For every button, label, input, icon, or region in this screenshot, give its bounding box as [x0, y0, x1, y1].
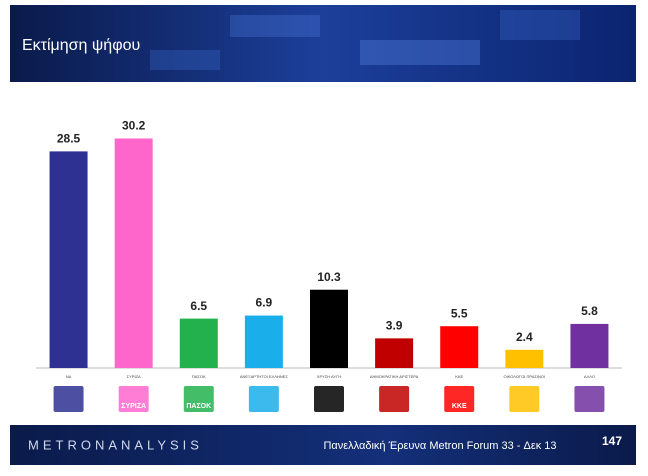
- x-tick-label: ΑΛΛΟ: [584, 374, 595, 379]
- value-label: 2.4: [516, 330, 533, 344]
- value-label: 3.9: [386, 319, 403, 333]
- party-logo: [379, 386, 410, 412]
- bar: [505, 349, 544, 368]
- bar: [570, 323, 609, 368]
- party-logo: [314, 386, 344, 412]
- bar: [440, 326, 479, 368]
- x-tick-label: ΑΝΕΞΑΡΤΗΤΟΙ ΕΛΛΗΝΕΣ: [240, 374, 289, 379]
- party-logo: [574, 386, 605, 412]
- value-label: 6.5: [190, 299, 207, 313]
- logo-label: ΣΥΡΙΖΑ: [121, 403, 146, 410]
- bar: [179, 318, 218, 368]
- x-tick-label: ΧΡΥΣΗ ΑΥΓΗ: [317, 374, 341, 379]
- header-banner: [10, 5, 636, 82]
- value-label: 10.3: [317, 270, 341, 284]
- x-tick-label: ΟΙΚΟΛΟΓΟΙ ΠΡΑΣΙΝΟΙ: [503, 374, 545, 379]
- value-label: 6.9: [256, 296, 273, 310]
- party-logo: [444, 386, 475, 412]
- party-logo: [509, 386, 540, 412]
- logo-label: ΚΚΕ: [452, 403, 467, 410]
- footer-banner: [10, 425, 636, 465]
- x-tick-label: ΚΚΕ: [455, 374, 463, 379]
- bar: [49, 151, 88, 368]
- page-number: 147: [602, 434, 622, 448]
- footer-survey: Πανελλαδική Έρευνα Metron Forum 33 - Δεκ…: [323, 440, 556, 452]
- bar: [310, 289, 348, 368]
- value-label: 5.8: [581, 304, 598, 318]
- x-tick-label: ΔΗΜΟΚΡΑΤΙΚΗ ΑΡΙΣΤΕΡΑ: [370, 374, 419, 379]
- x-tick-label: ΝΔ: [66, 374, 72, 379]
- logo-label: ΠΑΣΟΚ: [186, 403, 211, 410]
- header-decoration: [150, 10, 580, 70]
- bar: [375, 338, 414, 368]
- value-label: 30.2: [122, 119, 146, 133]
- party-logo: [118, 386, 149, 412]
- value-label: 5.5: [451, 306, 468, 320]
- footer-brand: METRONANALYSIS: [28, 437, 203, 452]
- party-logo: [183, 386, 214, 412]
- party-logo: [248, 386, 279, 412]
- bar: [244, 315, 283, 368]
- party-logo: [53, 386, 84, 412]
- chart-title: Εκτίμηση ψήφου: [22, 37, 140, 54]
- x-tick-label: ΠΑΣΟΚ: [192, 374, 206, 379]
- x-tick-label: ΣΥΡΙΖΑ: [127, 374, 141, 379]
- bar: [114, 138, 153, 368]
- value-label: 28.5: [57, 132, 81, 146]
